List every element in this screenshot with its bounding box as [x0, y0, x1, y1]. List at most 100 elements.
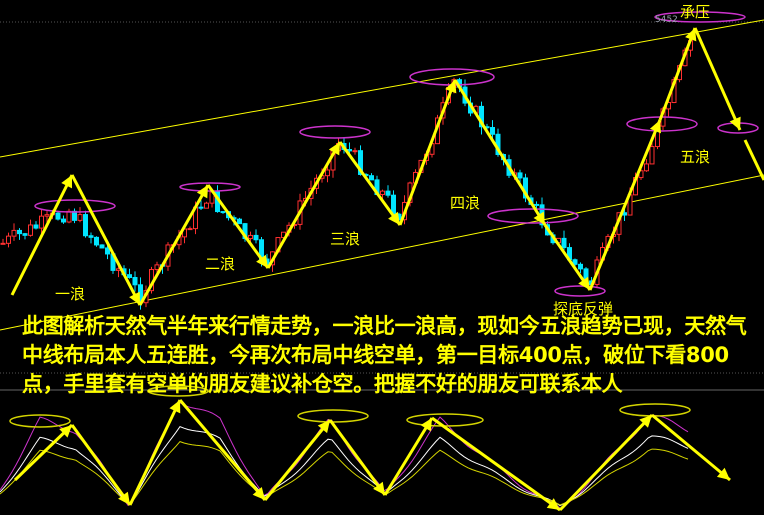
- oscillator-arrow-arrowhead: [317, 420, 330, 434]
- oscillator-line-3: [0, 441, 689, 506]
- candle-up: [248, 234, 253, 240]
- bottom-rebound-label: 探底反弹: [553, 300, 614, 318]
- wave-arrow-arrowhead: [445, 80, 457, 94]
- candle-down: [572, 259, 578, 265]
- candle-down: [132, 277, 138, 286]
- oscillator-arrow-segment: [328, 419, 387, 496]
- oscillator-arrow-arrowhead: [639, 415, 652, 428]
- candle-down: [237, 218, 242, 225]
- candle-down: [385, 190, 391, 196]
- wave-arrow-arrowhead: [649, 120, 661, 134]
- oscillator-arrow-arrowhead: [420, 418, 432, 432]
- oscillator-arrow-arrowhead: [373, 481, 385, 495]
- wave-arrow-arrowhead: [533, 211, 545, 225]
- wave-label-4: 四浪: [450, 194, 481, 212]
- candle-down: [17, 229, 22, 235]
- candle-up: [380, 190, 385, 196]
- candle-down: [391, 194, 396, 215]
- wave-arrow-arrowhead: [388, 211, 400, 225]
- candle-down: [490, 127, 495, 135]
- candle-down: [83, 214, 88, 237]
- wave-arrow-arrowhead: [256, 254, 268, 268]
- oscillator-arrow-arrowhead: [546, 498, 560, 510]
- highlight-ellipse: [34, 199, 116, 213]
- wave-arrow-segment: [743, 139, 764, 181]
- wave-arrow-segment: [10, 174, 74, 296]
- oscillator-arrow-segment: [431, 416, 561, 512]
- candle-up: [352, 150, 358, 153]
- candle-up: [39, 215, 44, 229]
- candle-down: [88, 235, 94, 238]
- candle-down: [561, 237, 567, 249]
- candle-down: [578, 263, 583, 270]
- candle-up: [0, 242, 6, 245]
- oscillator-arrow-arrowhead: [716, 467, 730, 480]
- wave-arrow-segment: [398, 79, 457, 226]
- oscillator-arrow-segment: [383, 417, 434, 496]
- oscillator-arrow-segment: [651, 413, 731, 482]
- oscillator-arrow-segment: [13, 423, 74, 482]
- candle-down: [127, 274, 132, 279]
- wave-arrow-arrowhead: [685, 28, 697, 42]
- wave-arrow-segment: [588, 119, 662, 291]
- highlight-ellipse: [179, 182, 241, 192]
- wave-arrow-segment: [453, 79, 547, 226]
- wave-arrow-segment: [543, 224, 592, 291]
- candle-up: [325, 169, 330, 177]
- candle-down: [358, 150, 363, 175]
- candle-up: [11, 229, 17, 237]
- candle-up: [28, 224, 33, 236]
- wave-arrow-arrowhead: [729, 116, 741, 130]
- high-price-label: 5452: [655, 15, 678, 25]
- oscillator-ellipse: [297, 409, 369, 423]
- channel-upper-line: [0, 19, 764, 158]
- candle-down: [94, 236, 99, 246]
- candle-up: [204, 202, 209, 209]
- wave-label-2: 二浪: [205, 255, 236, 273]
- highlight-ellipse: [487, 208, 579, 224]
- oscillator-arrow-segment: [70, 424, 132, 506]
- candle-up: [77, 214, 83, 221]
- candle-down: [22, 233, 28, 236]
- resistance-label: 承压: [680, 3, 711, 21]
- wave-label-1: 一浪: [55, 285, 86, 303]
- candle-down: [99, 244, 105, 249]
- oscillator-line-2: [0, 425, 689, 507]
- highlight-ellipse: [654, 11, 746, 23]
- candle-up: [44, 214, 50, 217]
- wave-arrow-arrowhead: [328, 142, 340, 156]
- candle-up: [649, 146, 655, 165]
- wave-label-3: 三浪: [330, 230, 361, 248]
- oscillator-arrow-segment: [558, 413, 654, 512]
- highlight-ellipse: [299, 125, 371, 139]
- wave-arrow-segment: [266, 141, 342, 269]
- candle-up: [644, 163, 649, 172]
- oscillator-ellipse: [147, 385, 209, 397]
- oscillator-arrow-arrowhead: [118, 491, 130, 505]
- candle-down: [534, 203, 539, 206]
- candle-down: [369, 175, 374, 181]
- candle-down: [253, 234, 259, 241]
- candle-up: [6, 235, 11, 244]
- oscillator-arrow-arrowhead: [252, 486, 265, 500]
- candle-up: [66, 210, 72, 223]
- wave-arrow-segment: [138, 184, 210, 306]
- oscillator-arrow-arrowhead: [59, 425, 72, 438]
- candle-down: [55, 212, 61, 220]
- wave-arrow-arrowhead: [129, 291, 140, 305]
- oscillator-arrow-segment: [178, 399, 267, 501]
- candle-down: [61, 218, 66, 223]
- oscillator-ellipse: [619, 403, 691, 417]
- candle-down: [220, 211, 226, 214]
- wave-arrow-segment: [338, 141, 402, 226]
- candle-down: [105, 247, 110, 255]
- oscillator-arrow-segment: [128, 399, 182, 506]
- wave-label-5: 五浪: [680, 148, 711, 166]
- wave-arrow-arrowhead: [578, 276, 590, 290]
- candle-up: [187, 228, 193, 231]
- candle-down: [198, 206, 204, 209]
- oscillator-arrow-segment: [263, 419, 332, 501]
- candle-down: [517, 172, 523, 179]
- wave-arrow-segment: [206, 184, 270, 269]
